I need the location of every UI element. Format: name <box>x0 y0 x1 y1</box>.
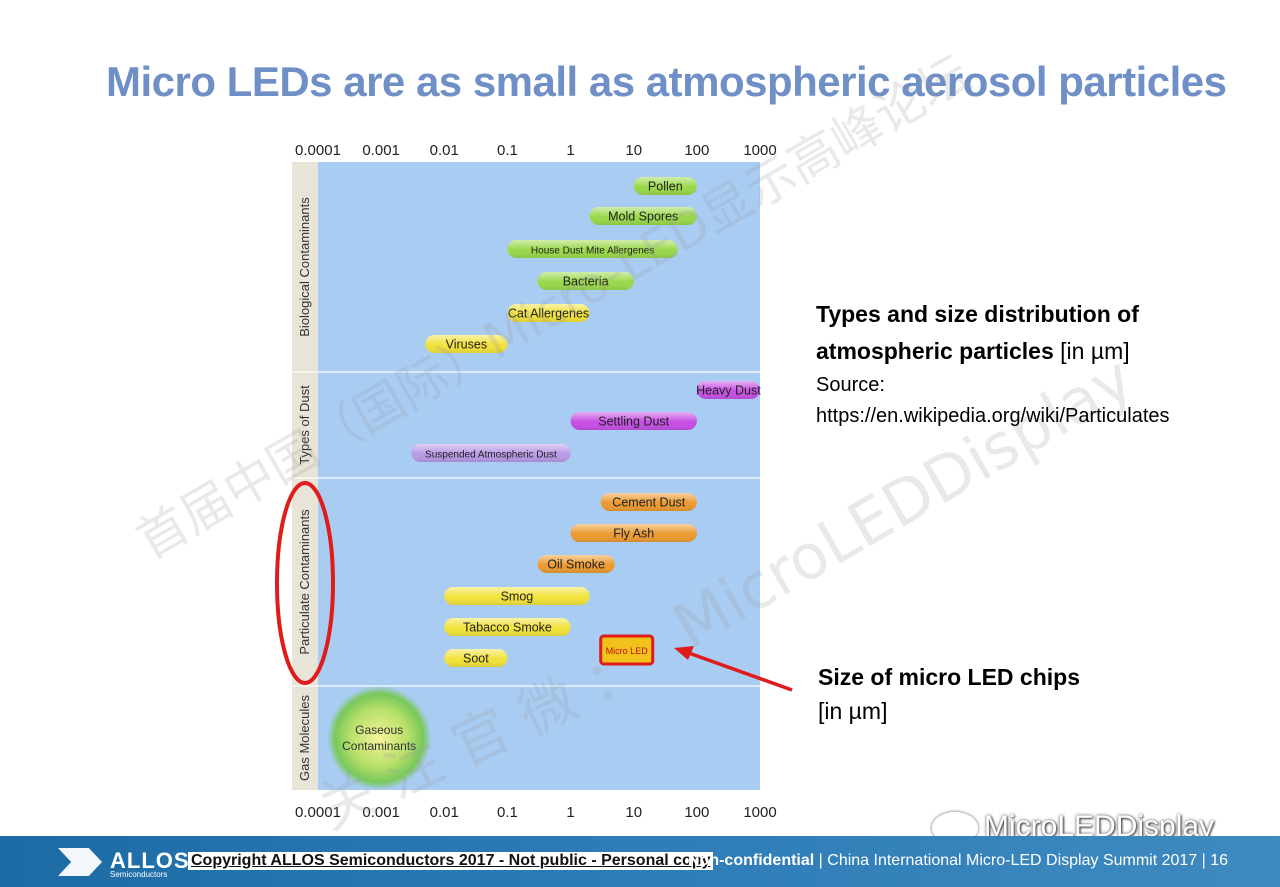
bar-suspended-atmospheric-dust: Suspended Atmospheric Dust <box>411 444 571 462</box>
group-label: Gas Molecules <box>297 695 312 781</box>
bar-oil-smoke: Oil Smoke <box>537 555 615 573</box>
bar-label: Micro LED <box>606 646 649 656</box>
micro-led-title: Size of micro LED chips <box>818 664 1080 690</box>
micro-led-annotation: Size of micro LED chips [in µm] <box>818 660 1080 728</box>
bar-shine <box>425 335 508 353</box>
bottom-tick-label: 0.001 <box>362 804 400 821</box>
range-bars: Pollen Mold Spores House Dust Mite Allerge… <box>411 177 761 667</box>
highlight-ellipse <box>275 481 335 685</box>
allos-logo-mark-icon <box>58 848 102 876</box>
bubble-label-line2: Contaminants <box>342 739 416 753</box>
bottom-tick-label: 0.01 <box>430 804 459 821</box>
bar-fly-ash: Fly Ash <box>570 524 697 542</box>
bottom-tick-label: 1 <box>566 804 574 821</box>
bar-label: House Dust Mite Allergenes <box>531 246 654 257</box>
allos-logo-sub: Semiconductors <box>110 870 168 879</box>
bubble-label-line1: Gaseous <box>355 723 403 737</box>
source-label: Source: <box>816 374 885 396</box>
gaseous-bubble-layer: Gaseous Contaminants <box>327 686 432 790</box>
top-tick-label: 0.001 <box>362 142 400 159</box>
bar-mold-spores: Mold Spores <box>589 207 697 225</box>
bar-shine <box>600 493 697 511</box>
bar-label: Oil Smoke <box>547 558 605 572</box>
gaseous-bubble <box>327 686 432 790</box>
bar-label: Suspended Atmospheric Dust <box>425 450 557 461</box>
bar-shine <box>537 272 634 290</box>
bottom-tick-label: 10 <box>625 804 642 821</box>
bottom-axis-ticks: 0.0001 0.001 0.01 0.1 1 10 100 1000 <box>295 804 777 821</box>
bar-label: Tabacco Smoke <box>463 621 552 635</box>
group-dividers <box>292 371 760 687</box>
bar-shine <box>696 381 760 399</box>
bar-heavy-dust: Heavy Dust <box>696 381 761 399</box>
bar-shine <box>444 618 571 636</box>
bar-micro-led: Micro LED <box>599 634 655 666</box>
micro-led-unit: [in µm] <box>818 698 888 724</box>
bar-label: Viruses <box>446 338 487 352</box>
micro-led-box <box>599 634 655 666</box>
bottom-tick-label: 1000 <box>743 804 776 821</box>
bar-label: Soot <box>463 652 489 666</box>
bar-label: Smog <box>501 590 534 604</box>
top-tick-label: 1 <box>566 142 574 159</box>
bar-cat-allergenes: Cat Allergenes <box>507 304 590 322</box>
footer-copyright: Copyright ALLOS Semiconductors 2017 - No… <box>188 852 714 870</box>
footer-event: Non-confidential | China International M… <box>688 852 1228 870</box>
slide-title: Micro LEDs are as small as atmospheric a… <box>106 58 1227 105</box>
group-labels: Biological Contaminants Types of Dust Part… <box>297 197 312 781</box>
footer-bar: ALLOS Semiconductors Copyright ALLOS Sem… <box>0 836 1280 887</box>
bar-shine <box>507 240 678 258</box>
types-unit: [in µm] <box>1053 338 1130 364</box>
top-tick-label: 100 <box>684 142 709 159</box>
bar-shine <box>633 177 697 195</box>
top-axis-ticks: 0.0001 0.001 0.01 0.1 1 10 100 1000 <box>295 142 777 159</box>
bar-viruses: Viruses <box>425 335 508 353</box>
bar-label: Cat Allergenes <box>508 307 589 321</box>
group-label: Types of Dust <box>297 385 312 465</box>
bar-shine <box>444 649 508 667</box>
bar-shine <box>570 412 697 430</box>
bar-label: Cement Dust <box>612 496 685 510</box>
allos-logo: ALLOS Semiconductors <box>58 848 189 879</box>
source-url: https://en.wikipedia.org/wiki/Particulat… <box>816 405 1170 427</box>
bar-pollen: Pollen <box>633 177 697 195</box>
bar-label: Settling Dust <box>598 415 669 429</box>
footer-event-text: | China International Micro-LED Display … <box>814 852 1229 869</box>
bar-cement-dust: Cement Dust <box>600 493 697 511</box>
top-tick-label: 0.0001 <box>295 142 341 159</box>
footer-nonconf: Non-confidential <box>688 852 815 869</box>
bar-soot: Soot <box>444 649 508 667</box>
bar-shine <box>570 524 697 542</box>
bottom-tick-label: 100 <box>684 804 709 821</box>
bar-label: Bacteria <box>563 275 609 289</box>
micro-led-arrow <box>674 646 793 692</box>
top-tick-label: 10 <box>625 142 642 159</box>
allos-logo-text: ALLOS <box>110 848 190 873</box>
bar-smog: Smog <box>444 587 590 605</box>
bar-label: Heavy Dust <box>696 384 761 398</box>
types-annotation: Types and size distribution of atmospher… <box>816 296 1280 432</box>
bottom-tick-label: 0.1 <box>497 804 518 821</box>
top-tick-label: 0.1 <box>497 142 518 159</box>
top-tick-label: 1000 <box>743 142 776 159</box>
bar-shine <box>507 304 590 322</box>
bar-shine <box>444 587 590 605</box>
types-title: Types and size distribution of atmospher… <box>816 301 1139 364</box>
bar-label: Pollen <box>648 180 683 194</box>
bottom-tick-label: 0.0001 <box>295 804 341 821</box>
bar-shine <box>411 444 571 462</box>
bar-label: Fly Ash <box>613 527 654 541</box>
bar-bacteria: Bacteria <box>537 272 634 290</box>
group-label: Biological Contaminants <box>297 197 312 337</box>
bar-shine <box>589 207 697 225</box>
top-tick-label: 0.01 <box>430 142 459 159</box>
bar-settling-dust: Settling Dust <box>570 412 697 430</box>
bar-label: Mold Spores <box>608 210 678 224</box>
bar-shine <box>537 555 615 573</box>
group-label: Particulate Contaminants <box>297 509 312 655</box>
bar-tabacco-smoke: Tabacco Smoke <box>444 618 571 636</box>
bar-house-dust-mite-allergenes: House Dust Mite Allergenes <box>507 240 678 258</box>
